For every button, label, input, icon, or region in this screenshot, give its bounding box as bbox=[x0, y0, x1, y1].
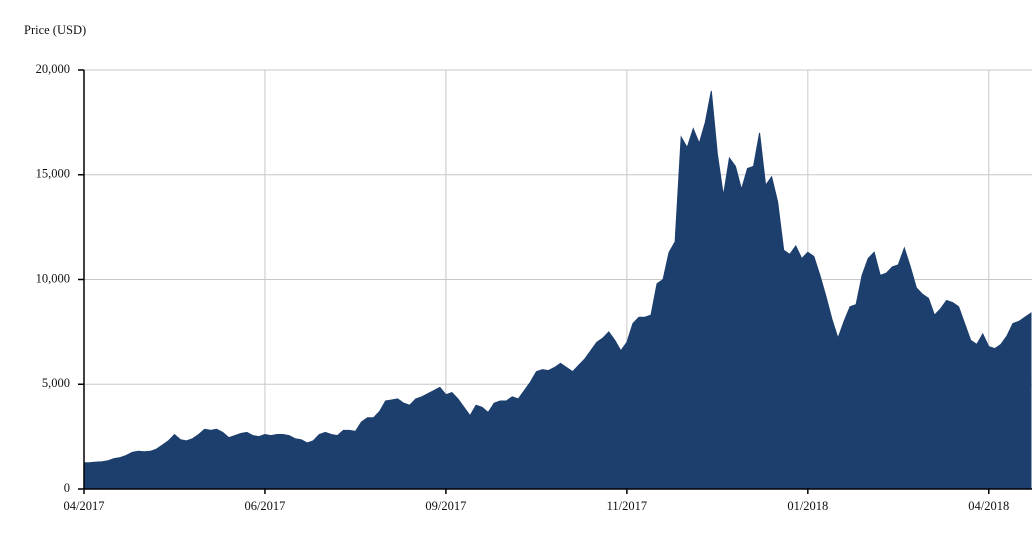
x-tick-label: 01/2018 bbox=[787, 499, 828, 513]
area bbox=[83, 90, 1032, 490]
x-tick-label: 04/2017 bbox=[64, 499, 105, 513]
y-axis-title: Price (USD) bbox=[24, 23, 86, 37]
y-tick-label: 5,000 bbox=[42, 376, 70, 390]
x-tick-label: 09/2017 bbox=[425, 499, 466, 513]
y-tick-label: 15,000 bbox=[36, 167, 70, 181]
x-tick-label: 11/2017 bbox=[607, 499, 648, 513]
x-tick-label: 06/2017 bbox=[244, 499, 285, 513]
x-tick-label: 04/2018 bbox=[968, 499, 1009, 513]
y-tick-label: 20,000 bbox=[36, 62, 70, 76]
y-tick-label: 10,000 bbox=[36, 271, 70, 285]
y-tick-label: 0 bbox=[64, 481, 70, 495]
